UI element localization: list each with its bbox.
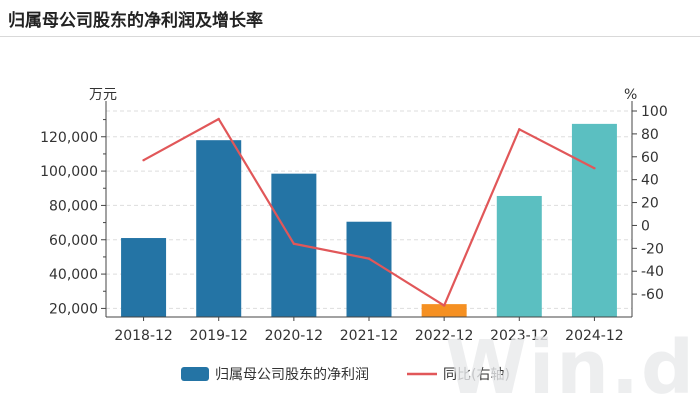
right-tick-label: 0: [641, 218, 650, 234]
x-tick-label: 2019-12: [189, 328, 248, 344]
bar-2019-12: [196, 140, 242, 317]
left-tick-label: 120,000: [40, 130, 98, 146]
growth-point-2022-12: [442, 304, 446, 307]
growth-point-2023-12: [518, 128, 521, 131]
bars: [121, 123, 617, 317]
legend: 归属母公司股东的净利润 同比(右轴): [181, 366, 510, 383]
growth-point-2019-12: [217, 117, 220, 121]
left-axis-unit: 万元: [89, 87, 117, 103]
left-tick-label: 80,000: [49, 198, 98, 214]
x-tick-label: 2018-12: [114, 328, 173, 344]
title-divider: [0, 36, 700, 37]
growth-point-2018-12: [142, 159, 145, 162]
legend-bar-swatch: [181, 367, 209, 381]
left-tick-label: 20,000: [49, 301, 98, 317]
x-tick-label: 2022-12: [415, 328, 474, 344]
growth-point-2020-12: [292, 242, 296, 245]
right-tick-label: -20: [641, 241, 664, 257]
right-tick-label: -60: [641, 287, 664, 303]
left-tick-label: 60,000: [49, 233, 98, 249]
axes: [101, 101, 637, 321]
x-tick-label: 2020-12: [265, 328, 324, 344]
right-tick-label: 100: [641, 104, 668, 120]
growth-point-2021-12: [367, 257, 371, 260]
legend-line-label: 同比(右轴): [443, 367, 510, 383]
bar-2022-12: [421, 304, 467, 317]
x-tick-label: 2024-12: [565, 328, 624, 344]
left-tick-label: 100,000: [40, 164, 98, 180]
right-tick-label: 80: [641, 127, 659, 143]
growth-line: [142, 117, 596, 307]
legend-bar-label: 归属母公司股东的净利润: [215, 366, 369, 383]
growth-point-2024-12: [593, 167, 596, 170]
bar-2018-12: [121, 238, 167, 317]
right-tick-label: 60: [641, 150, 659, 166]
left-tick-label: 40,000: [49, 267, 98, 283]
bar-2020-12: [271, 173, 317, 317]
bar-2023-12: [496, 195, 542, 317]
right-axis-unit: %: [624, 87, 637, 103]
x-tick-label: 2021-12: [340, 328, 399, 344]
right-tick-label: 20: [641, 196, 659, 212]
bar-2021-12: [346, 221, 392, 317]
page-title: 归属母公司股东的净利润及增长率: [8, 11, 263, 31]
right-tick-label: 40: [641, 173, 659, 189]
bar-2024-12: [571, 123, 617, 317]
right-tick-label: -40: [641, 264, 664, 280]
x-tick-label: 2023-12: [490, 328, 549, 344]
axis-labels: 20,000 40,000 60,000 80,000 100,000 120,000 -6…: [40, 87, 668, 344]
